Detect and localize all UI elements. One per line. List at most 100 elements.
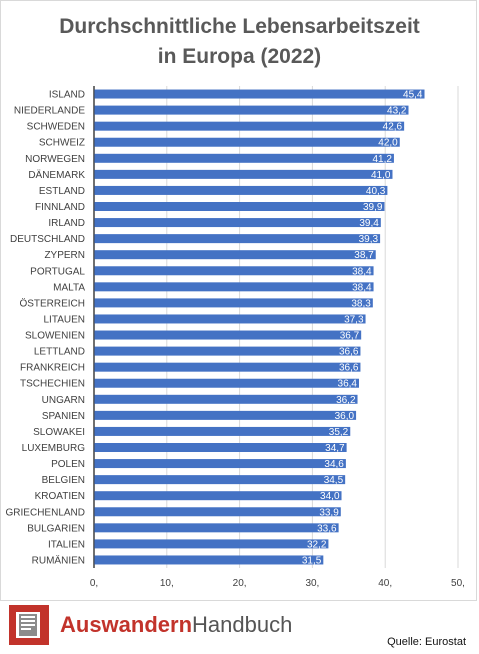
category-label: KROATIEN (35, 491, 85, 502)
brand-name: AuswandernHandbuch (60, 604, 292, 646)
bar (94, 507, 341, 517)
category-label: DÄNEMARK (28, 169, 85, 181)
category-label: SCHWEIZ (39, 138, 85, 149)
category-label: LUXEMBURG (22, 443, 86, 454)
bar (94, 153, 394, 163)
bar (94, 523, 339, 533)
category-label: IRLAND (48, 218, 85, 229)
bar (94, 443, 347, 452)
category-label: ÖSTERREICH (19, 297, 85, 309)
category-label: LETTLAND (34, 347, 85, 358)
category-label: FRANKREICH (20, 363, 85, 374)
value-label: 36,6 (339, 363, 359, 374)
value-label: 40,3 (366, 186, 386, 197)
category-label: NIEDERLANDE (14, 106, 85, 117)
brand-name-part2: Handbuch (192, 612, 293, 637)
value-label: 34,7 (325, 443, 345, 454)
bar (94, 89, 425, 99)
category-label: UNGARN (42, 395, 85, 406)
value-label: 38,3 (351, 298, 371, 309)
category-label: NORWEGEN (25, 154, 85, 165)
value-label: 42,6 (383, 122, 403, 133)
bar (94, 169, 393, 179)
value-label: 37,3 (344, 314, 364, 325)
bar (94, 105, 409, 115)
bar (94, 475, 346, 485)
value-label: 31,5 (302, 555, 322, 566)
brand-name-part1: Auswandern (60, 612, 193, 637)
category-label: TSCHECHIEN (20, 379, 85, 390)
value-label: 33,6 (317, 523, 337, 534)
category-label: SLOWENIEN (25, 331, 85, 342)
bar (94, 459, 346, 469)
source-note: Quelle: Eurostat (387, 636, 466, 648)
category-label: POLEN (51, 459, 85, 470)
x-tick-label: 50, (451, 578, 465, 589)
x-tick-label: 0, (90, 578, 98, 589)
book-flag-icon (9, 605, 49, 645)
category-label: DEUTSCHLAND (10, 234, 85, 245)
value-label: 45,4 (403, 90, 423, 101)
value-label: 38,4 (352, 282, 372, 293)
bar (94, 378, 359, 388)
category-label: BULGARIEN (27, 523, 85, 534)
category-label: ESTLAND (39, 186, 85, 197)
category-label: ISLAND (49, 90, 85, 101)
value-label: 39,9 (363, 202, 383, 213)
value-label: 35,2 (329, 427, 349, 438)
category-label: RUMÄNIEN (32, 554, 85, 566)
value-label: 36,0 (335, 411, 355, 422)
bar (94, 185, 388, 195)
category-label: PORTUGAL (30, 266, 85, 277)
x-tick-label: 20, (233, 578, 247, 589)
value-label: 34,6 (324, 459, 344, 470)
category-label: MALTA (53, 282, 85, 293)
brand-logo: AuswandernHandbuch (8, 604, 292, 646)
bar (94, 202, 385, 211)
value-label: 36,7 (340, 331, 360, 342)
value-label: 43,2 (387, 106, 407, 117)
bar (94, 346, 361, 356)
value-label: 41,0 (371, 170, 391, 181)
value-label: 33,9 (319, 507, 339, 518)
x-tick-label: 10, (160, 578, 174, 589)
category-label: ZYPERN (44, 250, 85, 261)
chart-title-line-1: Durchschnittliche Lebensarbeitszeit (59, 15, 420, 38)
category-label: SCHWEDEN (27, 122, 85, 133)
category-label: SLOWAKEI (33, 427, 85, 438)
value-label: 42,0 (378, 138, 398, 149)
chart-title: Durchschnittliche Lebensarbeitszeit in E… (0, 12, 479, 72)
bar (94, 137, 400, 147)
category-label: ITALIEN (48, 539, 85, 550)
bar (94, 394, 358, 404)
value-label: 32,2 (307, 539, 327, 550)
bar (94, 491, 342, 501)
bar (94, 218, 381, 228)
value-label: 41,2 (372, 154, 392, 165)
category-label: SPANIEN (42, 411, 85, 422)
value-label: 36,6 (339, 347, 359, 358)
bar (94, 298, 373, 308)
value-label: 34,5 (324, 475, 344, 486)
bar (94, 426, 351, 436)
value-label: 39,4 (359, 218, 379, 229)
value-label: 36,4 (338, 379, 358, 390)
category-label: LITAUEN (44, 314, 86, 325)
bar (94, 250, 376, 260)
bar (94, 410, 357, 420)
bar-chart: 0, 10, 20, 30, 40, 50, ISLAND 45,4 NIEDERLANDE 43… (6, 86, 465, 589)
category-label: FINNLAND (35, 202, 85, 213)
value-label: 38,4 (352, 266, 372, 277)
value-label: 36,2 (336, 395, 356, 406)
bar (94, 362, 361, 372)
bar (94, 282, 374, 292)
value-label: 39,3 (359, 234, 379, 245)
bar (94, 314, 366, 324)
bar (94, 121, 405, 131)
chart-title-line-2: in Europa (2022) (157, 45, 322, 68)
bar (94, 555, 324, 565)
x-tick-label: 40, (378, 578, 392, 589)
bar (94, 234, 381, 244)
category-label: GRIECHENLAND (6, 507, 85, 518)
x-tick-label: 30, (305, 578, 319, 589)
